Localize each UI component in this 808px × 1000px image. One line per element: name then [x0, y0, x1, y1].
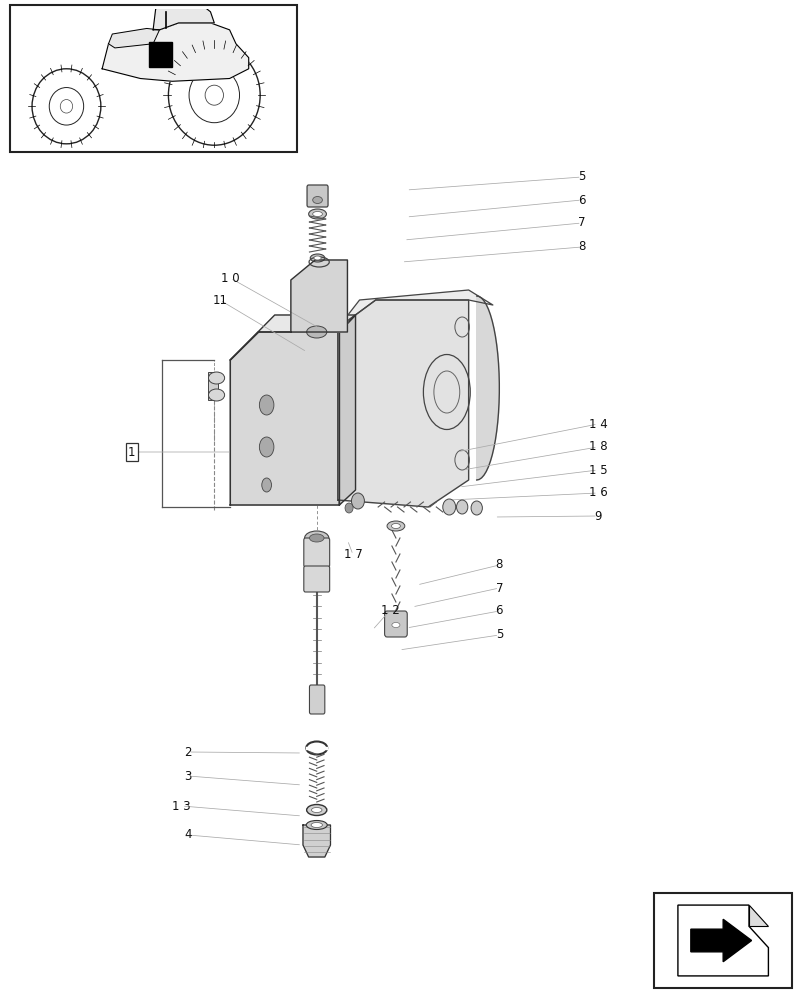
Text: 1 8: 1 8	[588, 440, 608, 454]
FancyBboxPatch shape	[307, 185, 328, 207]
Text: 1 5: 1 5	[588, 464, 608, 477]
Ellipse shape	[391, 524, 401, 528]
Text: 8: 8	[495, 558, 503, 572]
Text: 6: 6	[495, 604, 503, 617]
Polygon shape	[338, 290, 493, 328]
FancyBboxPatch shape	[304, 566, 330, 592]
Ellipse shape	[313, 196, 322, 204]
Text: 1: 1	[128, 446, 136, 458]
Text: 7: 7	[578, 217, 586, 230]
Polygon shape	[339, 315, 356, 505]
Ellipse shape	[311, 808, 322, 812]
Polygon shape	[291, 260, 347, 332]
Ellipse shape	[314, 256, 322, 260]
FancyBboxPatch shape	[385, 611, 407, 637]
Ellipse shape	[305, 531, 329, 545]
Ellipse shape	[313, 212, 322, 217]
Ellipse shape	[208, 389, 225, 401]
Ellipse shape	[262, 478, 271, 492]
Ellipse shape	[306, 804, 326, 816]
Ellipse shape	[387, 521, 405, 531]
Ellipse shape	[309, 209, 326, 219]
Text: 1 6: 1 6	[588, 487, 608, 499]
Text: 1 7: 1 7	[343, 548, 363, 562]
Bar	[10, 5, 297, 152]
Text: 8: 8	[578, 240, 586, 253]
Text: 4: 4	[184, 828, 192, 842]
Ellipse shape	[309, 534, 324, 542]
Bar	[654, 893, 792, 988]
Polygon shape	[477, 296, 499, 480]
Circle shape	[471, 501, 482, 515]
Text: 7: 7	[495, 582, 503, 594]
Ellipse shape	[208, 372, 225, 384]
Text: 2: 2	[184, 746, 192, 758]
Ellipse shape	[310, 254, 325, 262]
Text: 6: 6	[578, 194, 586, 207]
FancyBboxPatch shape	[304, 538, 330, 567]
Polygon shape	[230, 332, 339, 505]
Text: 1 3: 1 3	[172, 800, 191, 812]
Ellipse shape	[306, 820, 327, 830]
Ellipse shape	[259, 437, 274, 457]
Ellipse shape	[392, 622, 400, 628]
Circle shape	[457, 500, 468, 514]
Polygon shape	[303, 825, 330, 857]
Polygon shape	[338, 300, 469, 507]
Text: 9: 9	[594, 510, 602, 522]
Ellipse shape	[306, 326, 326, 338]
Circle shape	[345, 503, 353, 513]
Ellipse shape	[259, 395, 274, 415]
Text: 5: 5	[495, 629, 503, 642]
Text: 1 0: 1 0	[221, 271, 240, 284]
Polygon shape	[230, 315, 356, 360]
Text: 11: 11	[213, 294, 227, 306]
Bar	[208, 372, 218, 400]
Circle shape	[351, 493, 364, 509]
Ellipse shape	[311, 822, 322, 828]
Circle shape	[443, 499, 456, 515]
Text: 3: 3	[184, 770, 192, 782]
Text: 5: 5	[578, 170, 586, 184]
Text: 1 4: 1 4	[588, 418, 608, 430]
FancyBboxPatch shape	[309, 685, 325, 714]
Text: 1 2: 1 2	[381, 603, 400, 616]
